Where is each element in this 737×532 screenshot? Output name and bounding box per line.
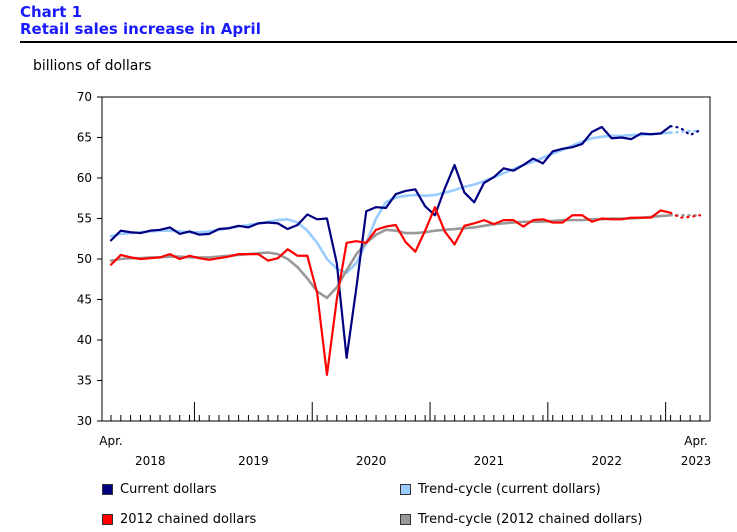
legend-chained-dollars: 2012 chained dollars [102, 512, 256, 527]
x-year-label-2018: 2018 [135, 454, 166, 468]
chart-title: Retail sales increase in April [20, 20, 261, 38]
y-tick-label-60: 60 [77, 171, 92, 185]
y-tick-label-30: 30 [77, 414, 92, 428]
y-tick-label-45: 45 [77, 293, 92, 307]
y-tick-label-65: 65 [77, 131, 92, 145]
y-tick-label-50: 50 [77, 252, 92, 266]
x-year-label-2023: 2023 [681, 454, 712, 468]
y-axis-unit-label: billions of dollars [33, 58, 152, 74]
series-dotted-current-dollars [669, 125, 702, 137]
y-tick-label-35: 35 [77, 374, 92, 388]
legend-swatch-trend-current-dollars [400, 484, 411, 495]
legend-trend-current-dollars: Trend-cycle (current dollars) [400, 482, 601, 497]
plot-frame [101, 96, 711, 422]
x-year-label-2021: 2021 [474, 454, 505, 468]
series-line-current-dollars [109, 125, 672, 359]
chart-header: Chart 1 Retail sales increase in April [20, 4, 737, 43]
series-dotted-2012-chained-dollars [669, 211, 702, 219]
series-dotted-trend-cycle-current-dollars [669, 129, 702, 134]
legend-label-current-dollars: Current dollars [120, 482, 217, 497]
x-start-month-label: Apr. [99, 434, 122, 448]
x-year-label-2022: 2022 [591, 454, 622, 468]
chart-number: Chart 1 [20, 3, 83, 21]
x-end-month-label: Apr. [684, 434, 707, 448]
legend-label-trend-chained-dollars: Trend-cycle (2012 chained dollars) [418, 512, 643, 527]
line-chart: 30 35 40 45 50 55 60 65 70 Apr. Apr. 2018 2019 2020 20… [77, 90, 712, 468]
x-year-label-2020: 2020 [356, 454, 387, 468]
y-tick-label-55: 55 [77, 212, 92, 226]
legend-swatch-current-dollars [102, 484, 113, 495]
legend-swatch-trend-chained-dollars [400, 514, 411, 525]
legend-label-trend-current-dollars: Trend-cycle (current dollars) [418, 482, 601, 497]
legend-label-chained-dollars: 2012 chained dollars [120, 512, 257, 527]
y-tick-label-70: 70 [77, 90, 92, 104]
x-year-label-2019: 2019 [238, 454, 269, 468]
legend-swatch-chained-dollars [102, 514, 113, 525]
y-tick-label-40: 40 [77, 333, 92, 347]
legend-current-dollars: Current dollars [102, 482, 216, 497]
legend-trend-chained-dollars: Trend-cycle (2012 chained dollars) [400, 512, 642, 527]
series-line-2012-chained-dollars [109, 206, 672, 376]
series-line-trend-cycle-2012-chained-dollars [109, 213, 672, 300]
